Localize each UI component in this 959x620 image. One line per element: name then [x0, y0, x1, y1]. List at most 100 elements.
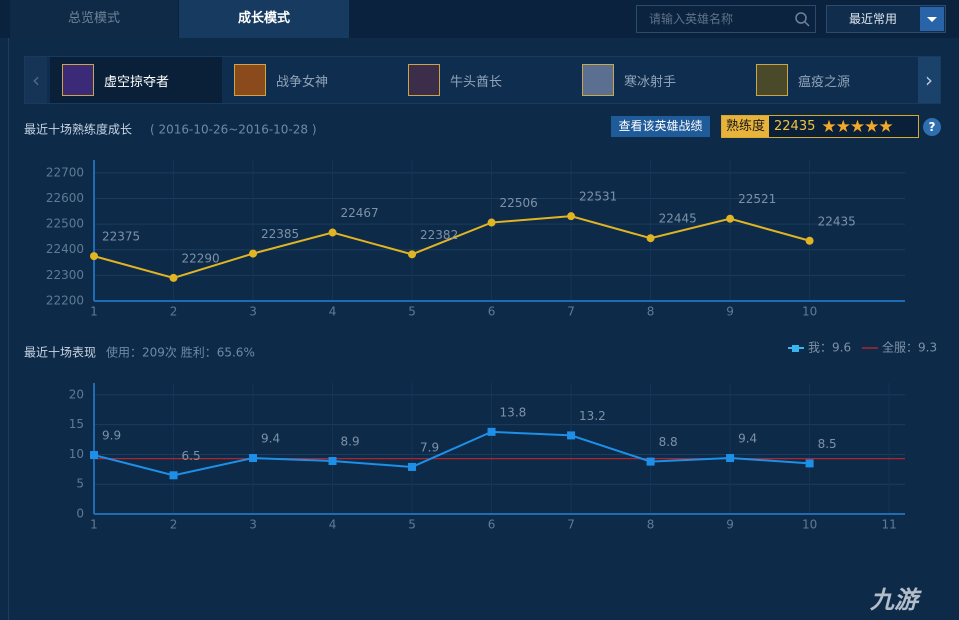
data-label: 13.2	[579, 409, 606, 423]
data-line	[93, 430, 810, 477]
data-label: 9.4	[738, 432, 757, 446]
data-point	[567, 431, 576, 440]
watermark: 九游	[870, 586, 918, 614]
mastery-label: 熟练度	[722, 116, 770, 137]
x-tick-label: 8	[647, 305, 655, 319]
data-point	[726, 454, 735, 463]
data-point	[249, 249, 258, 258]
next-arrow[interactable]: ›	[918, 57, 940, 103]
data-label: 22290	[182, 251, 220, 265]
data-label: 22375	[102, 230, 140, 244]
data-point	[169, 273, 178, 282]
hero-item[interactable]: 寒冰射手	[570, 57, 742, 103]
x-tick-label: 7	[567, 518, 575, 532]
data-label: 22521	[738, 192, 776, 206]
data-point	[169, 471, 178, 480]
data-point	[646, 234, 655, 243]
stars: ★★★★★	[821, 116, 893, 137]
data-label: 22435	[818, 214, 856, 228]
hero-name: 瘟疫之源	[798, 74, 851, 90]
data-point	[805, 236, 814, 245]
chart-title: 最近十场熟练度成长	[24, 122, 132, 137]
data-line	[93, 215, 810, 279]
legend-icon	[792, 345, 799, 352]
y-tick-label: 22700	[46, 165, 84, 179]
data-point	[487, 218, 496, 227]
hero-name: 寒冰射手	[624, 74, 677, 90]
x-tick-label: 6	[488, 518, 496, 532]
data-point	[567, 212, 576, 221]
hero-item[interactable]: 瘟疫之源	[744, 57, 916, 103]
data-label: 22385	[261, 227, 299, 241]
x-tick-label: 2	[170, 305, 178, 319]
data-point	[328, 228, 337, 237]
search-icon[interactable]	[794, 11, 810, 27]
tab-active[interactable]: 成长模式	[179, 0, 349, 38]
prev-arrow[interactable]: ‹	[25, 57, 47, 103]
legend-entry: 全服：9.3	[882, 340, 937, 355]
data-point	[408, 250, 417, 259]
x-tick-label: 1	[90, 518, 98, 532]
data-label: 8.5	[818, 437, 837, 451]
hero-name: 虚空掠夺者	[104, 74, 170, 90]
x-tick-label: 1	[90, 305, 98, 319]
x-tick-label: 11	[881, 518, 896, 532]
x-tick-label: 10	[802, 518, 817, 532]
hero-name: 牛头酋长	[450, 74, 503, 90]
x-tick-label: 9	[726, 305, 734, 319]
help-icon[interactable]: ?	[923, 118, 941, 136]
data-label: 9.9	[102, 429, 121, 443]
data-label: 7.9	[420, 440, 439, 454]
data-label: 22467	[341, 206, 379, 220]
data-point	[726, 214, 735, 223]
hero-name: 战争女神	[276, 74, 329, 90]
data-label: 22506	[500, 196, 538, 210]
x-tick-label: 9	[726, 518, 734, 532]
mastery-value: 22435	[774, 119, 816, 134]
x-tick-label: 6	[488, 305, 496, 319]
data-point	[805, 459, 814, 468]
y-tick-label: 5	[76, 477, 84, 491]
chart-subtitle: ( 2016-10-26~2016-10-28 )	[150, 123, 317, 137]
search-input[interactable]: 请输入英雄名称	[636, 5, 816, 33]
tab[interactable]: 总览模式	[10, 0, 178, 38]
y-tick-label: 0	[76, 507, 84, 521]
x-tick-label: 5	[408, 518, 416, 532]
data-label: 9.4	[261, 432, 280, 446]
data-label: 22531	[579, 190, 617, 204]
y-tick-label: 22500	[46, 217, 84, 231]
x-tick-label: 7	[567, 305, 575, 319]
x-tick-label: 10	[802, 305, 817, 319]
y-tick-label: 15	[69, 417, 84, 431]
y-tick-label: 20	[69, 387, 84, 401]
data-label: 22382	[420, 228, 458, 242]
data-label: 8.8	[659, 435, 678, 449]
data-point	[249, 454, 258, 463]
data-point	[408, 462, 417, 471]
hero-item[interactable]: 牛头酋长	[396, 57, 568, 103]
view-record-button[interactable]: 查看该英雄战绩	[611, 116, 710, 137]
dropdown-arrow[interactable]	[920, 7, 944, 31]
y-tick-label: 22300	[46, 268, 84, 282]
data-label: 6.5	[182, 449, 201, 463]
data-point	[646, 457, 655, 466]
hero-item[interactable]: 虚空掠夺者	[50, 57, 222, 103]
legend-entry: 我：9.6	[808, 341, 851, 355]
x-tick-label: 4	[329, 518, 337, 532]
data-label: 22445	[659, 212, 697, 226]
chart-title: 最近十场表现	[24, 346, 96, 360]
mastery-box: 熟练度 22435 ★★★★★	[721, 115, 919, 138]
y-tick-label: 22200	[46, 294, 84, 308]
hero-item[interactable]: 战争女神	[222, 57, 394, 103]
y-tick-label: 22600	[46, 191, 84, 205]
x-tick-label: 3	[249, 305, 257, 319]
x-tick-label: 4	[329, 305, 337, 319]
y-tick-label: 10	[69, 447, 84, 461]
data-label: 13.8	[500, 405, 527, 419]
data-point	[487, 427, 496, 436]
data-label: 8.9	[341, 435, 360, 449]
data-point	[90, 252, 98, 261]
y-tick-label: 22400	[46, 242, 84, 256]
